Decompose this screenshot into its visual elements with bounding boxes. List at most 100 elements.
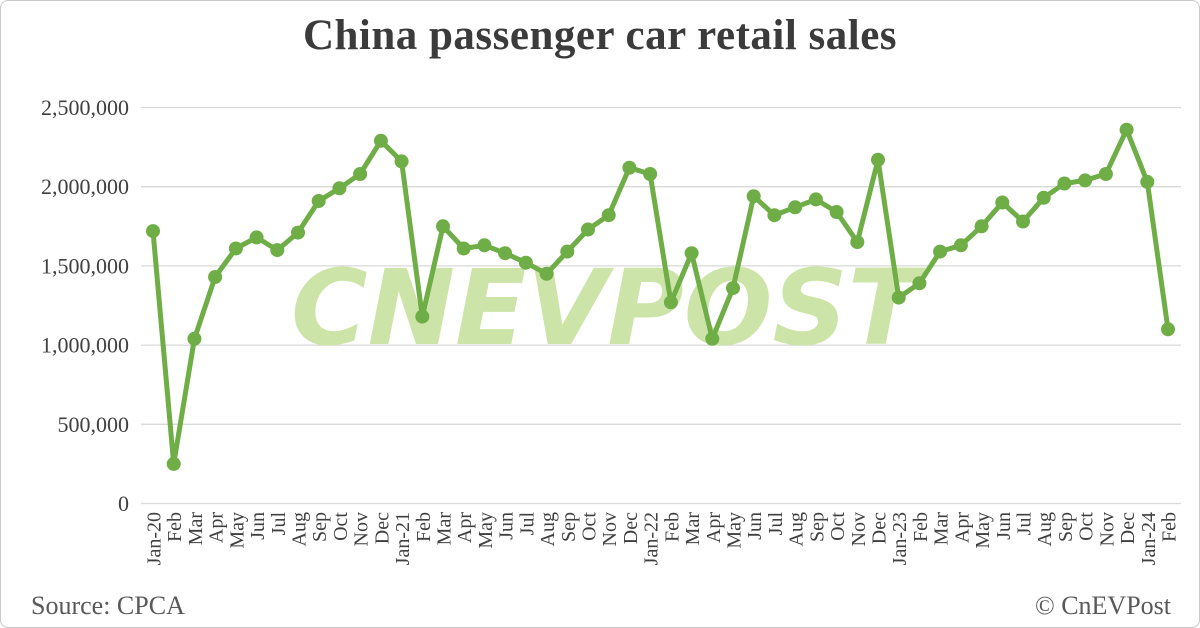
- chart-title: China passenger car retail sales: [302, 12, 898, 59]
- data-point-marker: [394, 154, 409, 169]
- data-point-marker: [249, 230, 264, 245]
- x-axis-tick-label: Mar: [434, 512, 456, 546]
- data-point-marker: [933, 244, 948, 259]
- x-axis-tick-label: Jul: [765, 512, 787, 536]
- x-axis-tick-label: Jul: [268, 512, 290, 536]
- data-point-marker: [353, 167, 368, 181]
- x-axis-tick-label: May: [724, 512, 746, 549]
- x-axis-tick-label: Oct: [330, 512, 352, 541]
- data-point-marker: [1140, 174, 1155, 189]
- x-axis-tick-label: Jan-20: [144, 512, 166, 565]
- x-axis-tick-label: Sep: [309, 512, 331, 542]
- data-point-marker: [622, 160, 637, 175]
- x-axis-tick-label: Apr: [454, 512, 476, 543]
- data-point-marker: [311, 194, 326, 208]
- x-axis-tick-label: Jan-23: [889, 512, 911, 565]
- x-axis-tick-label: Jul: [1014, 512, 1036, 536]
- x-axis-tick-label: Mar: [682, 512, 704, 546]
- data-point-marker: [498, 246, 513, 261]
- data-point-marker: [581, 222, 595, 237]
- x-axis-tick-label: Feb: [661, 512, 683, 542]
- x-axis-tick-label: Oct: [1076, 512, 1098, 541]
- data-point-marker: [518, 255, 533, 270]
- data-point-marker: [829, 205, 844, 219]
- x-axis-tick-label: Feb: [1159, 512, 1181, 542]
- x-axis-tick-label: Mar: [185, 512, 207, 546]
- x-axis-tick-label: Aug: [289, 512, 311, 546]
- data-point-marker: [560, 244, 575, 259]
- x-axis-tick-label: Feb: [164, 512, 186, 542]
- data-point-marker: [166, 456, 181, 471]
- x-axis-tick-label: May: [475, 512, 497, 549]
- data-point-marker: [187, 331, 202, 346]
- x-axis-tick-label: May: [972, 512, 994, 549]
- x-axis-tick-label: Jan-21: [392, 512, 414, 565]
- data-point-marker: [415, 309, 430, 324]
- data-point-marker: [684, 246, 699, 261]
- data-point-marker: [974, 219, 989, 234]
- x-axis-tick-label: Mar: [931, 512, 953, 546]
- data-point-marker: [146, 224, 160, 239]
- data-point-marker: [850, 235, 865, 250]
- x-axis-tick-label: Jun: [247, 512, 269, 540]
- x-axis-tick-label: Aug: [786, 512, 808, 546]
- data-point-marker: [663, 295, 678, 310]
- data-point-marker: [1078, 173, 1093, 188]
- x-axis-tick-label: Jun: [744, 512, 766, 540]
- data-point-marker: [788, 200, 803, 215]
- footer: Source: CPCA © CnEVPost: [1, 587, 1199, 621]
- data-point-marker: [208, 270, 223, 284]
- x-axis-tick-label: Nov: [351, 512, 373, 546]
- data-point-marker: [995, 195, 1010, 210]
- data-point-marker: [1098, 167, 1113, 181]
- y-axis-tick-label: 500,000: [58, 412, 130, 437]
- data-point-marker: [228, 241, 243, 256]
- y-axis-tick-label: 1,500,000: [41, 253, 129, 278]
- source-label: Source: CPCA: [31, 591, 185, 620]
- x-axis-tick-label: Apr: [951, 512, 973, 543]
- x-axis-tick-label: Sep: [806, 512, 828, 542]
- data-point-marker: [332, 181, 347, 196]
- data-point-marker: [1161, 322, 1175, 337]
- x-axis-tick-label: Apr: [206, 512, 228, 543]
- data-point-marker: [1036, 190, 1051, 205]
- data-point-marker: [601, 208, 616, 223]
- data-point-marker: [270, 243, 285, 258]
- data-point-marker: [643, 167, 658, 181]
- x-axis-tick-label: Aug: [1034, 512, 1056, 546]
- y-axis-tick-label: 0: [118, 491, 129, 516]
- y-axis-tick-label: 1,000,000: [41, 333, 129, 358]
- copyright-label: © CnEVPost: [1034, 591, 1171, 620]
- x-axis-tick-label: Apr: [703, 512, 725, 543]
- data-point-marker: [1057, 176, 1072, 191]
- x-axis-tick-label: Oct: [579, 512, 601, 541]
- data-point-marker: [477, 238, 492, 253]
- data-point-marker: [1016, 214, 1030, 229]
- x-axis-tick-label: Jul: [516, 512, 538, 536]
- data-point-marker: [746, 189, 761, 204]
- x-axis-tick-label: Oct: [827, 512, 849, 541]
- data-point-marker: [456, 241, 471, 256]
- data-point-marker: [953, 238, 968, 253]
- data-point-marker: [1119, 122, 1134, 137]
- x-axis-group: Jan-20FebMarAprMayJunJulAugSepOctNovDecJ…: [144, 512, 1181, 566]
- x-axis-tick-label: Aug: [537, 512, 559, 546]
- data-point-marker: [705, 331, 720, 346]
- x-axis-tick-label: Dec: [620, 512, 642, 544]
- data-point-marker: [373, 133, 388, 148]
- x-axis-tick-label: Feb: [413, 512, 435, 542]
- data-point-marker: [539, 266, 554, 281]
- x-axis-tick-label: Nov: [848, 512, 870, 546]
- x-axis-tick-label: Jan-22: [641, 512, 663, 565]
- data-point-marker: [808, 192, 823, 207]
- x-axis-tick-label: May: [226, 512, 248, 549]
- watermark-text: CNEVPOST: [291, 247, 926, 369]
- data-point-marker: [871, 152, 885, 167]
- data-point-marker: [726, 281, 740, 296]
- x-axis-tick-label: Jun: [993, 512, 1015, 540]
- x-axis-tick-label: Sep: [558, 512, 580, 542]
- x-axis-tick-label: Nov: [599, 512, 621, 546]
- data-point-marker: [912, 276, 927, 291]
